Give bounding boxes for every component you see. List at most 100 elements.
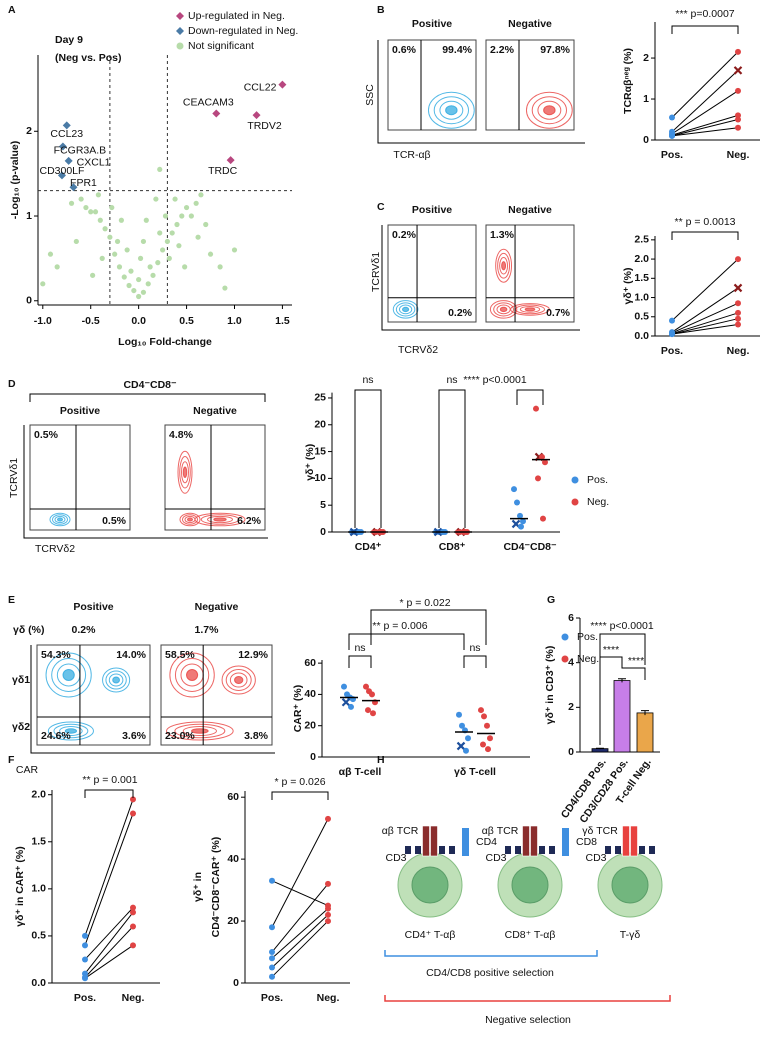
legend-marker	[561, 633, 569, 641]
data-point	[78, 196, 84, 202]
chart-subtitle: (Neg vs. Pos)	[55, 52, 122, 64]
coreceptor-label: CD8	[576, 836, 597, 848]
point-label: CCL23	[50, 128, 83, 140]
data-point	[97, 217, 103, 223]
y-tick-label: 10	[314, 472, 326, 484]
data-point	[487, 735, 493, 742]
annotation: * p = 0.022	[399, 597, 450, 609]
quadrant-percent: 54.3%	[41, 649, 71, 661]
quadrant-percent: 0.6%	[392, 44, 417, 56]
panel-label: H	[377, 754, 385, 766]
data-point	[130, 796, 136, 803]
y-axis-title: SSC	[364, 84, 376, 106]
data-point	[203, 221, 209, 228]
data-point	[82, 932, 88, 939]
tcr-chain	[430, 825, 438, 857]
data-point	[131, 287, 137, 294]
y-axis-title: TCRVδ1	[370, 252, 382, 292]
data-point	[348, 703, 354, 710]
y-axis-title: γδ⁺ in	[192, 872, 204, 902]
bracket	[271, 791, 329, 800]
x-tick-label: Pos.	[74, 992, 96, 1004]
y-tick-label: 0.0	[634, 330, 649, 342]
tcr-chain	[522, 825, 530, 857]
density-contour	[51, 658, 87, 692]
y-axis-title: TCRVδ1	[8, 458, 20, 498]
point-label: TRDV2	[247, 120, 282, 132]
data-point	[195, 234, 201, 240]
density-contour	[182, 466, 188, 478]
quadrant-percent: 0.2%	[392, 229, 417, 241]
data-point	[143, 217, 149, 223]
data-point	[520, 518, 526, 525]
data-point	[126, 282, 132, 289]
data-point	[160, 247, 166, 253]
y-tick-label: 0.5	[31, 930, 46, 942]
y-tick-label: 0	[233, 977, 239, 989]
chart-title: Day 9	[55, 34, 83, 46]
annotation: ****	[628, 655, 644, 667]
data-point	[481, 713, 487, 720]
data-point	[82, 956, 88, 963]
pair-line	[271, 883, 329, 953]
x-axis-title: TCR-αβ	[393, 149, 430, 161]
y-axis-title: γδ⁺ in CAR⁺ (%)	[14, 846, 26, 926]
data-point	[669, 114, 675, 121]
cd3-receptor	[505, 846, 511, 854]
cd3-receptor	[615, 846, 621, 854]
legend-marker	[561, 655, 569, 663]
legend-marker	[571, 498, 579, 506]
data-point	[162, 213, 169, 219]
x-axis-title: TCRVδ2	[35, 543, 75, 555]
cd3-label: CD3	[385, 852, 406, 864]
density-contour	[489, 300, 518, 319]
x-tick-label: -0.5	[82, 315, 100, 327]
coreceptor-label: CD4	[476, 836, 497, 848]
row-label: γδ1	[12, 674, 30, 686]
data-point	[269, 973, 275, 980]
annotation: ns	[362, 374, 373, 386]
data-point	[456, 711, 462, 718]
point-label: CD300LF	[39, 165, 84, 177]
data-point	[669, 317, 675, 324]
coreceptor	[462, 828, 469, 856]
density-contour	[495, 248, 513, 283]
data-point	[341, 683, 347, 690]
legend-label: Not significant	[188, 40, 254, 52]
pair-line	[271, 880, 329, 907]
density-contour	[57, 517, 63, 522]
point-label: CCL22	[244, 81, 277, 93]
bracket	[354, 389, 382, 528]
quadrant-percent: 0.5%	[34, 429, 59, 441]
data-point	[341, 697, 351, 707]
panel-label: G	[547, 594, 555, 606]
cd3-receptor	[515, 846, 521, 854]
receptor-label: γδ TCR	[582, 825, 618, 837]
data-point	[136, 276, 142, 283]
y-tick-label: 0	[26, 295, 32, 307]
annotation: ** p = 0.006	[372, 620, 427, 632]
point-label: CEACAM3	[183, 96, 234, 108]
column-title: Negative	[508, 204, 552, 216]
y-axis-title: CAR⁺ (%)	[292, 685, 304, 733]
cell-label: CD8⁺ T-αβ	[505, 929, 556, 941]
data-point	[514, 499, 520, 506]
quadrant-percent: 99.4%	[442, 44, 472, 56]
density-contour	[543, 105, 556, 116]
x-tick-label: Neg.	[122, 992, 145, 1004]
pair-line	[671, 258, 739, 321]
data-point	[99, 255, 105, 261]
density-contour	[501, 261, 507, 271]
data-point	[252, 111, 261, 120]
column-title: Positive	[60, 405, 100, 417]
y-tick-label: 0	[310, 751, 316, 763]
bracket	[370, 609, 487, 645]
x-tick-label: Pos.	[661, 345, 683, 357]
cd3-receptor	[539, 846, 545, 854]
panel-label: F	[8, 754, 15, 766]
annotation: **** p<0.0001	[463, 374, 527, 386]
data-point	[54, 264, 60, 270]
bracket	[671, 231, 739, 240]
legend-label: Up-regulated in Neg.	[188, 10, 285, 22]
